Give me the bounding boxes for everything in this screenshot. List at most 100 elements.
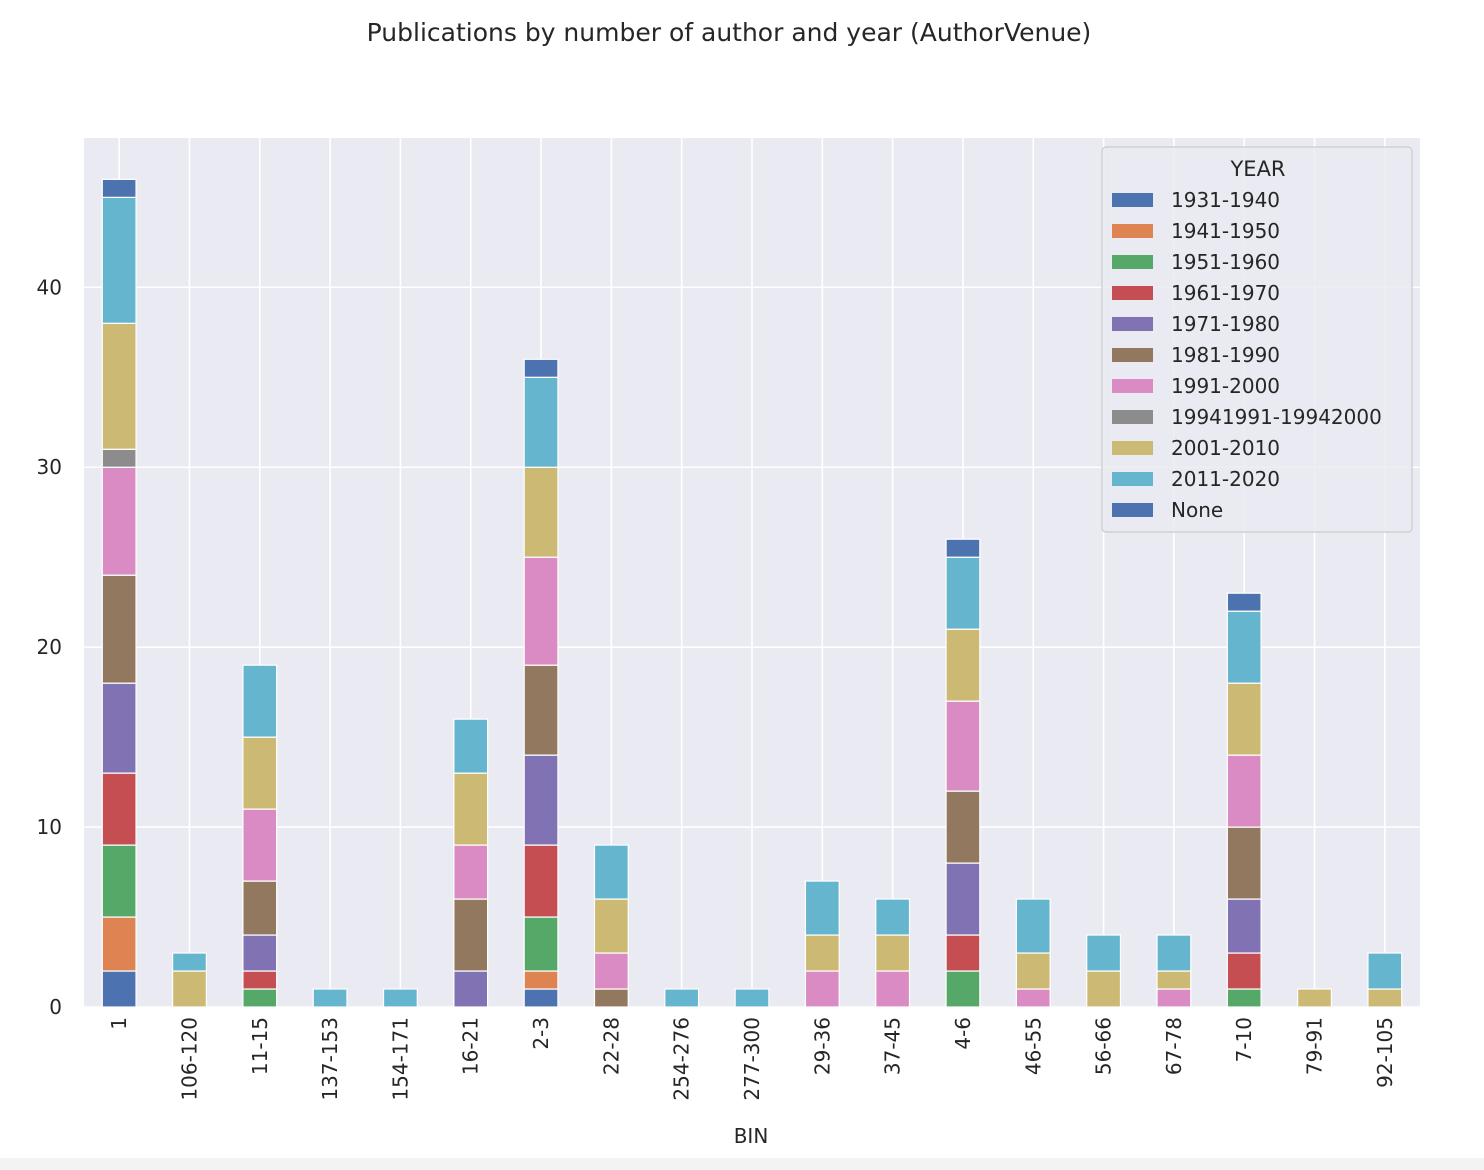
bar-segment [453, 844, 489, 900]
bar-segment [875, 934, 911, 972]
legend-label: 1941-1950 [1171, 219, 1280, 243]
bar-segment [945, 538, 981, 558]
bar-segment [1226, 592, 1262, 612]
y-tick-label: 30 [37, 455, 62, 479]
bar-segment [101, 466, 137, 576]
x-tick-label: 92-105 [1373, 1017, 1397, 1088]
legend-label: 19941991-19942000 [1171, 405, 1382, 429]
bar-segment [593, 988, 629, 1008]
x-tick-label: 154-171 [388, 1017, 412, 1101]
legend-swatch [1112, 379, 1153, 393]
bar-segment [523, 664, 559, 756]
y-tick-label: 10 [37, 815, 62, 839]
legend: YEAR 1931-1940 1941-1950 1951-1960 1961-1970… [1101, 146, 1413, 533]
legend-label: 1931-1940 [1171, 188, 1280, 212]
bar-segment [945, 700, 981, 792]
bar-segment [523, 376, 559, 468]
legend-swatch [1112, 441, 1153, 455]
x-tick-label: 2-3 [529, 1017, 553, 1050]
x-tick-label: 7-10 [1232, 1017, 1256, 1062]
bar-segment [101, 196, 137, 324]
bar-segment [101, 322, 137, 450]
bar-segment [523, 556, 559, 666]
bar-segment [382, 988, 418, 1008]
bar-segment [1226, 952, 1262, 990]
legend-label: 1961-1970 [1171, 281, 1280, 305]
bar-segment [1156, 934, 1192, 972]
bar-segment [101, 916, 137, 972]
x-tick-label: 137-153 [318, 1017, 342, 1101]
bar-segment [945, 970, 981, 1008]
legend-title: YEAR [1229, 157, 1285, 181]
bar-segment [242, 988, 278, 1008]
x-tick-label: 79-91 [1303, 1017, 1327, 1075]
bar-segment [523, 466, 559, 558]
bar-segment [242, 880, 278, 936]
x-tick-label: 16-21 [459, 1017, 483, 1075]
bar-segment [945, 934, 981, 972]
bar-segment [1086, 970, 1122, 1008]
bar-segment [593, 898, 629, 954]
x-tick-label: 37-45 [881, 1017, 905, 1075]
y-axis: 0 10 20 30 40 [37, 275, 62, 1019]
bar-segment [523, 754, 559, 846]
legend-label: 1971-1980 [1171, 312, 1280, 336]
bar-segment [1226, 682, 1262, 756]
bar-segment [523, 970, 559, 990]
x-tick-label: 56-66 [1092, 1017, 1116, 1075]
legend-label: 1951-1960 [1171, 250, 1280, 274]
bar-segment [523, 358, 559, 378]
legend-swatch [1112, 348, 1153, 362]
bar-segment [1156, 970, 1192, 990]
bar-segment [1015, 988, 1051, 1008]
bar-segment [242, 970, 278, 990]
x-tick-label: 29-36 [810, 1017, 834, 1075]
window-bottom-strip [0, 1158, 1484, 1170]
bar-segment [312, 988, 348, 1008]
x-tick-label: 67-78 [1162, 1017, 1186, 1075]
bar-segment [101, 178, 137, 198]
bar-segment [804, 934, 840, 972]
legend-swatch [1112, 193, 1153, 207]
bar-segment [523, 988, 559, 1008]
chart-title: Publications by number of author and yea… [367, 18, 1092, 47]
bar-segment [101, 448, 137, 468]
bar-segment [804, 970, 840, 1008]
bar-segment [101, 844, 137, 918]
bar-segment [453, 718, 489, 774]
bar-segment [171, 970, 207, 1008]
bar-segment [1367, 952, 1403, 990]
x-axis: 1 106-120 11-15 137-153 154-171 16-21 2-3 22-28… [107, 1017, 1397, 1101]
x-tick-label: 1 [107, 1017, 131, 1030]
x-tick-label: 106-120 [177, 1017, 201, 1101]
bar-segment [734, 988, 770, 1008]
legend-swatch [1112, 410, 1153, 424]
bar-segment [1297, 988, 1333, 1008]
x-tick-label: 277-300 [740, 1017, 764, 1101]
bar-segment [945, 628, 981, 702]
bar-segment [875, 898, 911, 936]
bar-segment [1226, 826, 1262, 900]
bar-segment [453, 772, 489, 846]
bar-segment [804, 880, 840, 936]
x-tick-label: 46-55 [1021, 1017, 1045, 1075]
bar-segment [1015, 898, 1051, 954]
legend-label: 2001-2010 [1171, 436, 1280, 460]
x-tick-label: 22-28 [599, 1017, 623, 1075]
bar-segment [1226, 988, 1262, 1008]
x-tick-label: 4-6 [951, 1017, 975, 1050]
bar-layer [101, 178, 1403, 1008]
legend-label: 2011-2020 [1171, 467, 1280, 491]
bar-segment [101, 772, 137, 846]
x-tick-label: 254-276 [670, 1017, 694, 1101]
bar-segment [101, 574, 137, 684]
y-tick-label: 40 [37, 275, 62, 299]
bar-segment [945, 790, 981, 864]
bar-segment [523, 916, 559, 972]
legend-swatch [1112, 224, 1153, 238]
bar-segment [171, 952, 207, 972]
bar-segment [242, 934, 278, 972]
legend-swatch [1112, 472, 1153, 486]
bar-segment [1015, 952, 1051, 990]
